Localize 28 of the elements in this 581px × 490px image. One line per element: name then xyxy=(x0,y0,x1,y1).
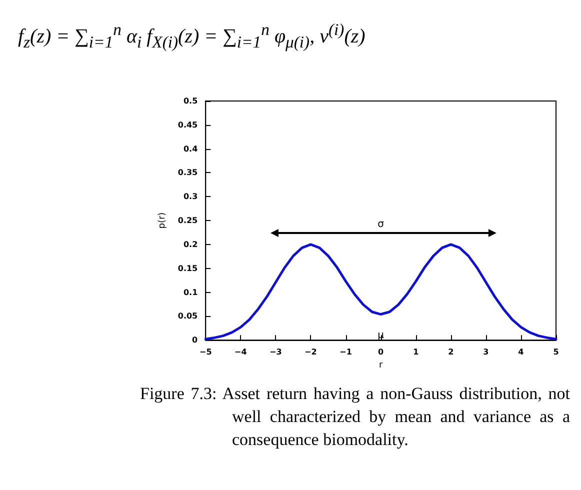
y-tick-label: 0.2 xyxy=(183,240,198,249)
y-tick-label: 0.05 xyxy=(178,312,198,321)
x-tick-label: 0 xyxy=(378,348,384,357)
x-tick-label: 4 xyxy=(518,348,524,357)
x-tick-label: −3 xyxy=(270,348,282,357)
x-tick-label: 2 xyxy=(448,348,454,357)
y-tick-label: 0.45 xyxy=(178,120,198,130)
y-tick-label: 0 xyxy=(192,336,198,345)
chart-title: f$_{z}$(z) = ∑$_{i=1}$$^{n}$ α$_{i}$ f$_{X(i)}$(z) = ∑$_{i=1}$$^{n}$ φ$_{μ(i)}$, v$^{(i)}$(z) xyxy=(18,20,366,52)
annotation: μ xyxy=(378,330,385,342)
y-tick-label: 0.1 xyxy=(183,288,198,297)
x-tick-label: −4 xyxy=(234,348,248,357)
x-tick-label: −5 xyxy=(200,348,212,357)
y-tick-label: 0.5 xyxy=(183,96,198,106)
x-tick-label: 5 xyxy=(553,348,560,357)
x-tick-label: 3 xyxy=(483,348,489,357)
x-axis-title: r xyxy=(378,360,383,370)
y-tick-label: 0.35 xyxy=(178,168,198,178)
caption: Figure 7.3: Asset return having a non-Gauss distribution, not well characterized by mean and variance as a consequence biomodality. xyxy=(140,383,570,451)
x-tick-label: −2 xyxy=(304,348,317,357)
x-tick-label: −1 xyxy=(340,348,352,357)
y-tick-label: 0.15 xyxy=(178,264,198,273)
annotation: σ xyxy=(378,218,385,230)
y-tick-label: 0.4 xyxy=(183,144,198,154)
y-axis-title: p(r) xyxy=(158,212,168,229)
x-tick-label: 1 xyxy=(413,348,420,357)
y-tick-label: 0.3 xyxy=(183,192,198,202)
y-tick-label: 0.25 xyxy=(178,216,198,226)
